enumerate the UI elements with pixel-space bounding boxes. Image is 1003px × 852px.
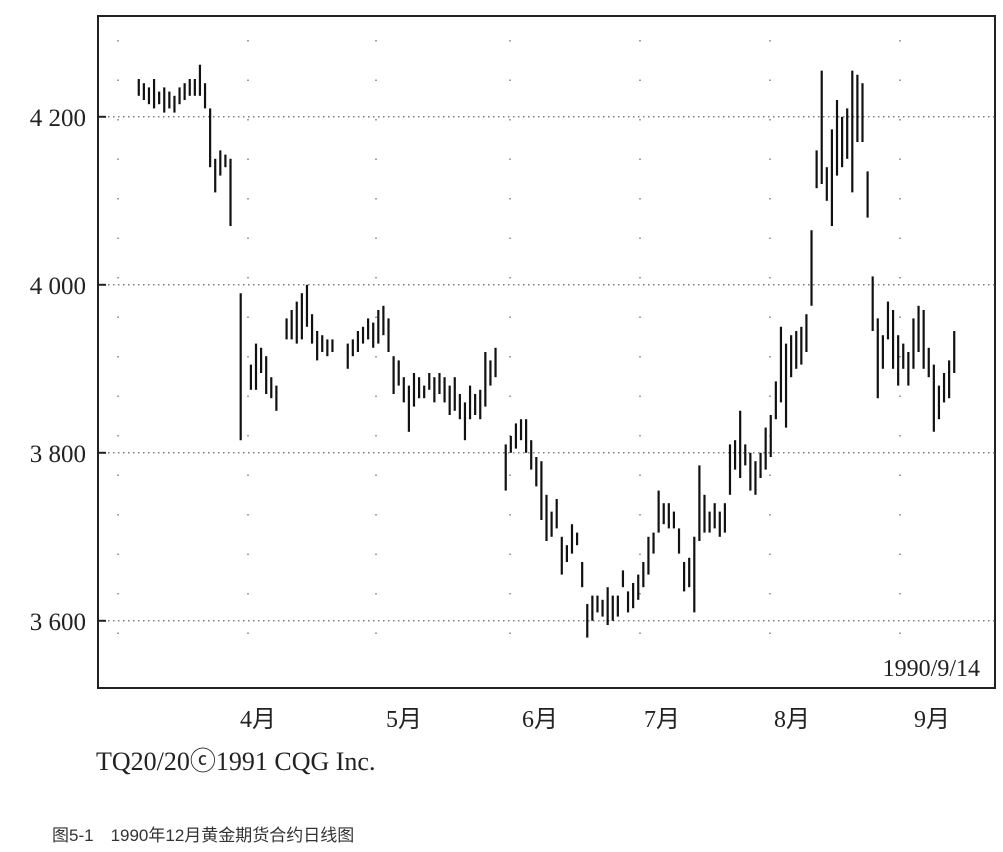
figure-caption: 图5-1 1990年12月黄金期货合约日线图 (52, 826, 354, 845)
y-tick-label: 3 800 (30, 441, 86, 468)
y-tick-label: 4 000 (30, 273, 86, 300)
y-tick-label: 4 200 (30, 105, 86, 132)
grid (98, 40, 995, 670)
y-tick-label: 3 600 (30, 609, 86, 636)
x-tick-label: 8月 (774, 707, 810, 733)
plot-frame (97, 15, 996, 689)
price-bars (137, 64, 956, 638)
x-tick-label: 9月 (914, 707, 950, 733)
x-tick-label: 7月 (644, 707, 680, 733)
x-tick-label: 5月 (386, 707, 422, 733)
x-tick-label: 6月 (522, 707, 558, 733)
y-axis: 3 600 3 800 4 000 4 200 (30, 105, 106, 636)
date-stamp: 1990/9/14 (883, 656, 980, 682)
x-axis: 4月 5月 6月 7月 8月 9月 (240, 707, 950, 733)
copyright-note: TQ20/20ⓒ1991 CQG Inc. (96, 747, 375, 776)
x-tick-label: 4月 (240, 707, 276, 733)
